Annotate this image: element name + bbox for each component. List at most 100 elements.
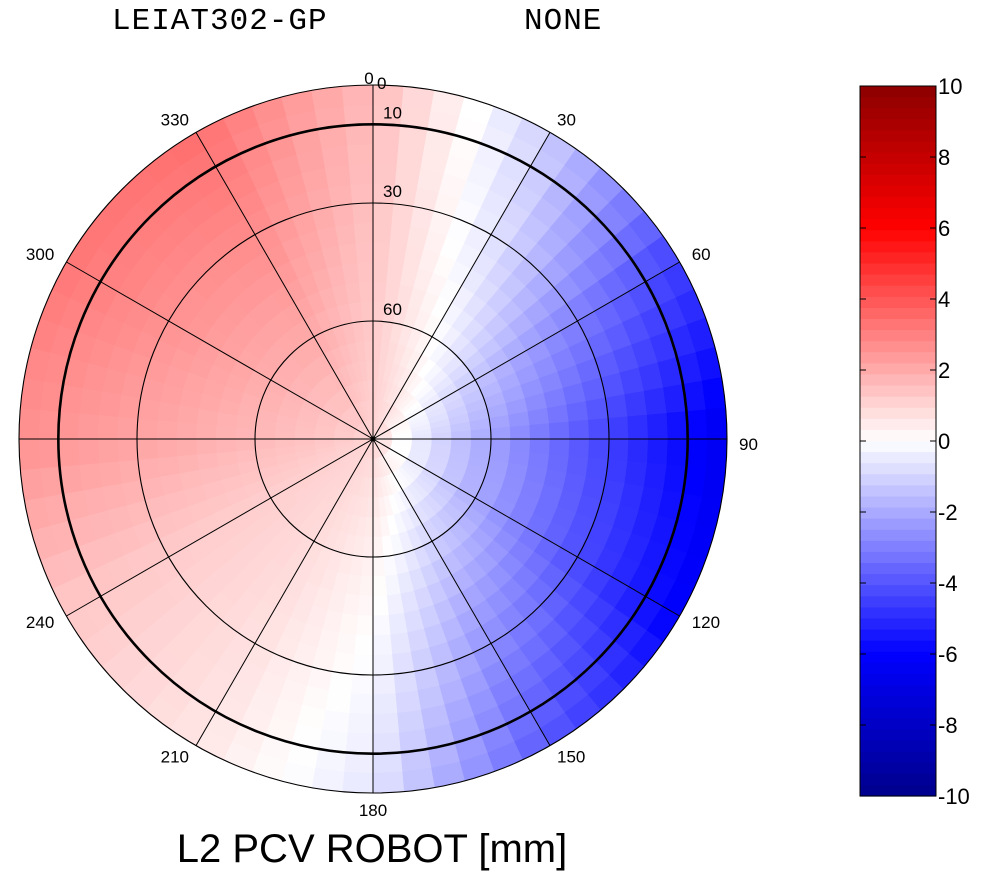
heatmap-cell <box>195 423 217 440</box>
colorbar-swatch <box>860 629 936 642</box>
colorbar-tick-label: 10 <box>938 74 962 99</box>
heatmap-cell <box>605 394 629 419</box>
heatmap-cell <box>527 407 550 426</box>
heatmap-cell <box>372 575 388 597</box>
heatmap-cell <box>686 409 708 440</box>
colorbar-swatch <box>860 296 936 309</box>
colorbar-swatch <box>860 540 936 553</box>
heatmap-cell <box>331 651 355 675</box>
colorbar-swatch <box>860 363 936 376</box>
heatmap-cell <box>372 673 396 695</box>
colorbar-swatch <box>860 241 936 254</box>
heatmap-cell <box>372 242 391 263</box>
heatmap-cell <box>389 632 411 655</box>
heatmap-cell <box>529 438 551 455</box>
heatmap-cell <box>607 438 629 462</box>
colorbar-swatch <box>860 230 936 242</box>
heatmap-cell <box>345 124 374 146</box>
heatmap-cell <box>666 411 688 440</box>
heatmap-cell <box>394 690 422 714</box>
heatmap-cell <box>348 163 374 185</box>
colorbar-swatch <box>860 496 936 509</box>
heatmap-cell <box>372 202 394 224</box>
colorbar-swatch <box>860 208 936 220</box>
colorbar-tick-label: -8 <box>938 713 958 738</box>
heatmap-cell <box>274 438 295 448</box>
heatmap-cell <box>605 459 629 484</box>
heatmap-cell <box>666 438 688 467</box>
colorbar-swatch <box>860 196 936 209</box>
heatmap-cell <box>588 438 610 460</box>
heatmap-cell <box>588 418 610 440</box>
azimuth-label-60: 60 <box>692 245 711 264</box>
colorbar-swatch <box>860 529 936 542</box>
heatmap-cell <box>549 421 570 440</box>
heatmap-cell <box>321 709 350 734</box>
heatmap-cell <box>353 634 374 656</box>
heatmap-cell <box>136 418 158 440</box>
heatmap-cell <box>451 430 472 440</box>
heatmap-cell <box>328 671 353 695</box>
heatmap-cell <box>372 634 393 656</box>
colorbar-swatch <box>860 518 936 531</box>
heatmap-cell <box>341 771 374 794</box>
colorbar-swatch <box>860 307 936 320</box>
heatmap-cell <box>386 593 405 616</box>
heatmap-cell <box>353 222 374 244</box>
heatmap-cells <box>18 84 728 794</box>
heatmap-cell <box>360 556 374 577</box>
heatmap-cell <box>254 438 276 450</box>
heatmap-cell <box>350 673 374 695</box>
heatmap-cell <box>38 438 60 469</box>
heatmap-cell <box>324 690 352 714</box>
heatmap-cell <box>372 222 393 244</box>
colorbar-tick-label: -2 <box>938 500 958 525</box>
radome-name: NONE <box>524 4 603 39</box>
colorbar-swatch <box>860 396 936 409</box>
heatmap-cell <box>372 712 400 735</box>
colorbar-swatch <box>860 407 936 420</box>
colorbar-swatch <box>860 86 936 98</box>
colorbar-swatch <box>860 141 936 154</box>
heatmap-cell <box>372 595 389 617</box>
colorbar-swatch <box>860 585 936 597</box>
heatmap-cell <box>331 203 355 227</box>
colorbar-swatch <box>860 685 936 697</box>
heatmap-cell <box>546 404 570 424</box>
heatmap-cell <box>78 387 103 416</box>
azimuth-label-210: 210 <box>161 748 189 767</box>
colorbar-swatch <box>860 707 936 719</box>
heatmap-cell <box>490 438 511 452</box>
heatmap-cell <box>358 575 374 597</box>
elevation-label-30: 30 <box>383 182 402 201</box>
colorbar-swatch <box>860 219 936 231</box>
heatmap-cell <box>117 394 141 419</box>
heatmap-cell <box>372 654 394 676</box>
heatmap-cell <box>328 183 353 207</box>
heatmap-cell <box>396 709 425 734</box>
heatmap-cell <box>97 438 119 464</box>
heatmap-cell <box>391 651 415 675</box>
heatmap-cell <box>345 732 374 754</box>
heatmap-cell <box>341 262 360 285</box>
heatmap-cell <box>352 202 374 224</box>
colorbar-swatch <box>860 274 936 287</box>
heatmap-cell <box>156 419 178 440</box>
heatmap-cell <box>196 452 219 471</box>
colorbar-swatch <box>860 152 936 165</box>
colorbar-swatch <box>860 740 936 753</box>
colorbar-swatch <box>860 130 936 143</box>
colorbar-swatch <box>860 563 936 575</box>
colorbar-swatch <box>860 374 936 387</box>
colorbar-swatch <box>860 618 936 631</box>
colorbar-swatch <box>860 507 936 520</box>
colorbar: 10 8 6 4 2 0 -2 -4 -6 -8 -10 <box>859 74 970 809</box>
heatmap-cell <box>18 407 41 440</box>
heatmap-cell <box>568 438 590 459</box>
heatmap-cell <box>509 438 531 454</box>
azimuth-label-0: 0 <box>364 69 373 88</box>
heatmap-cell <box>393 671 418 695</box>
heatmap-cell <box>705 407 728 440</box>
heatmap-cell <box>97 414 119 440</box>
